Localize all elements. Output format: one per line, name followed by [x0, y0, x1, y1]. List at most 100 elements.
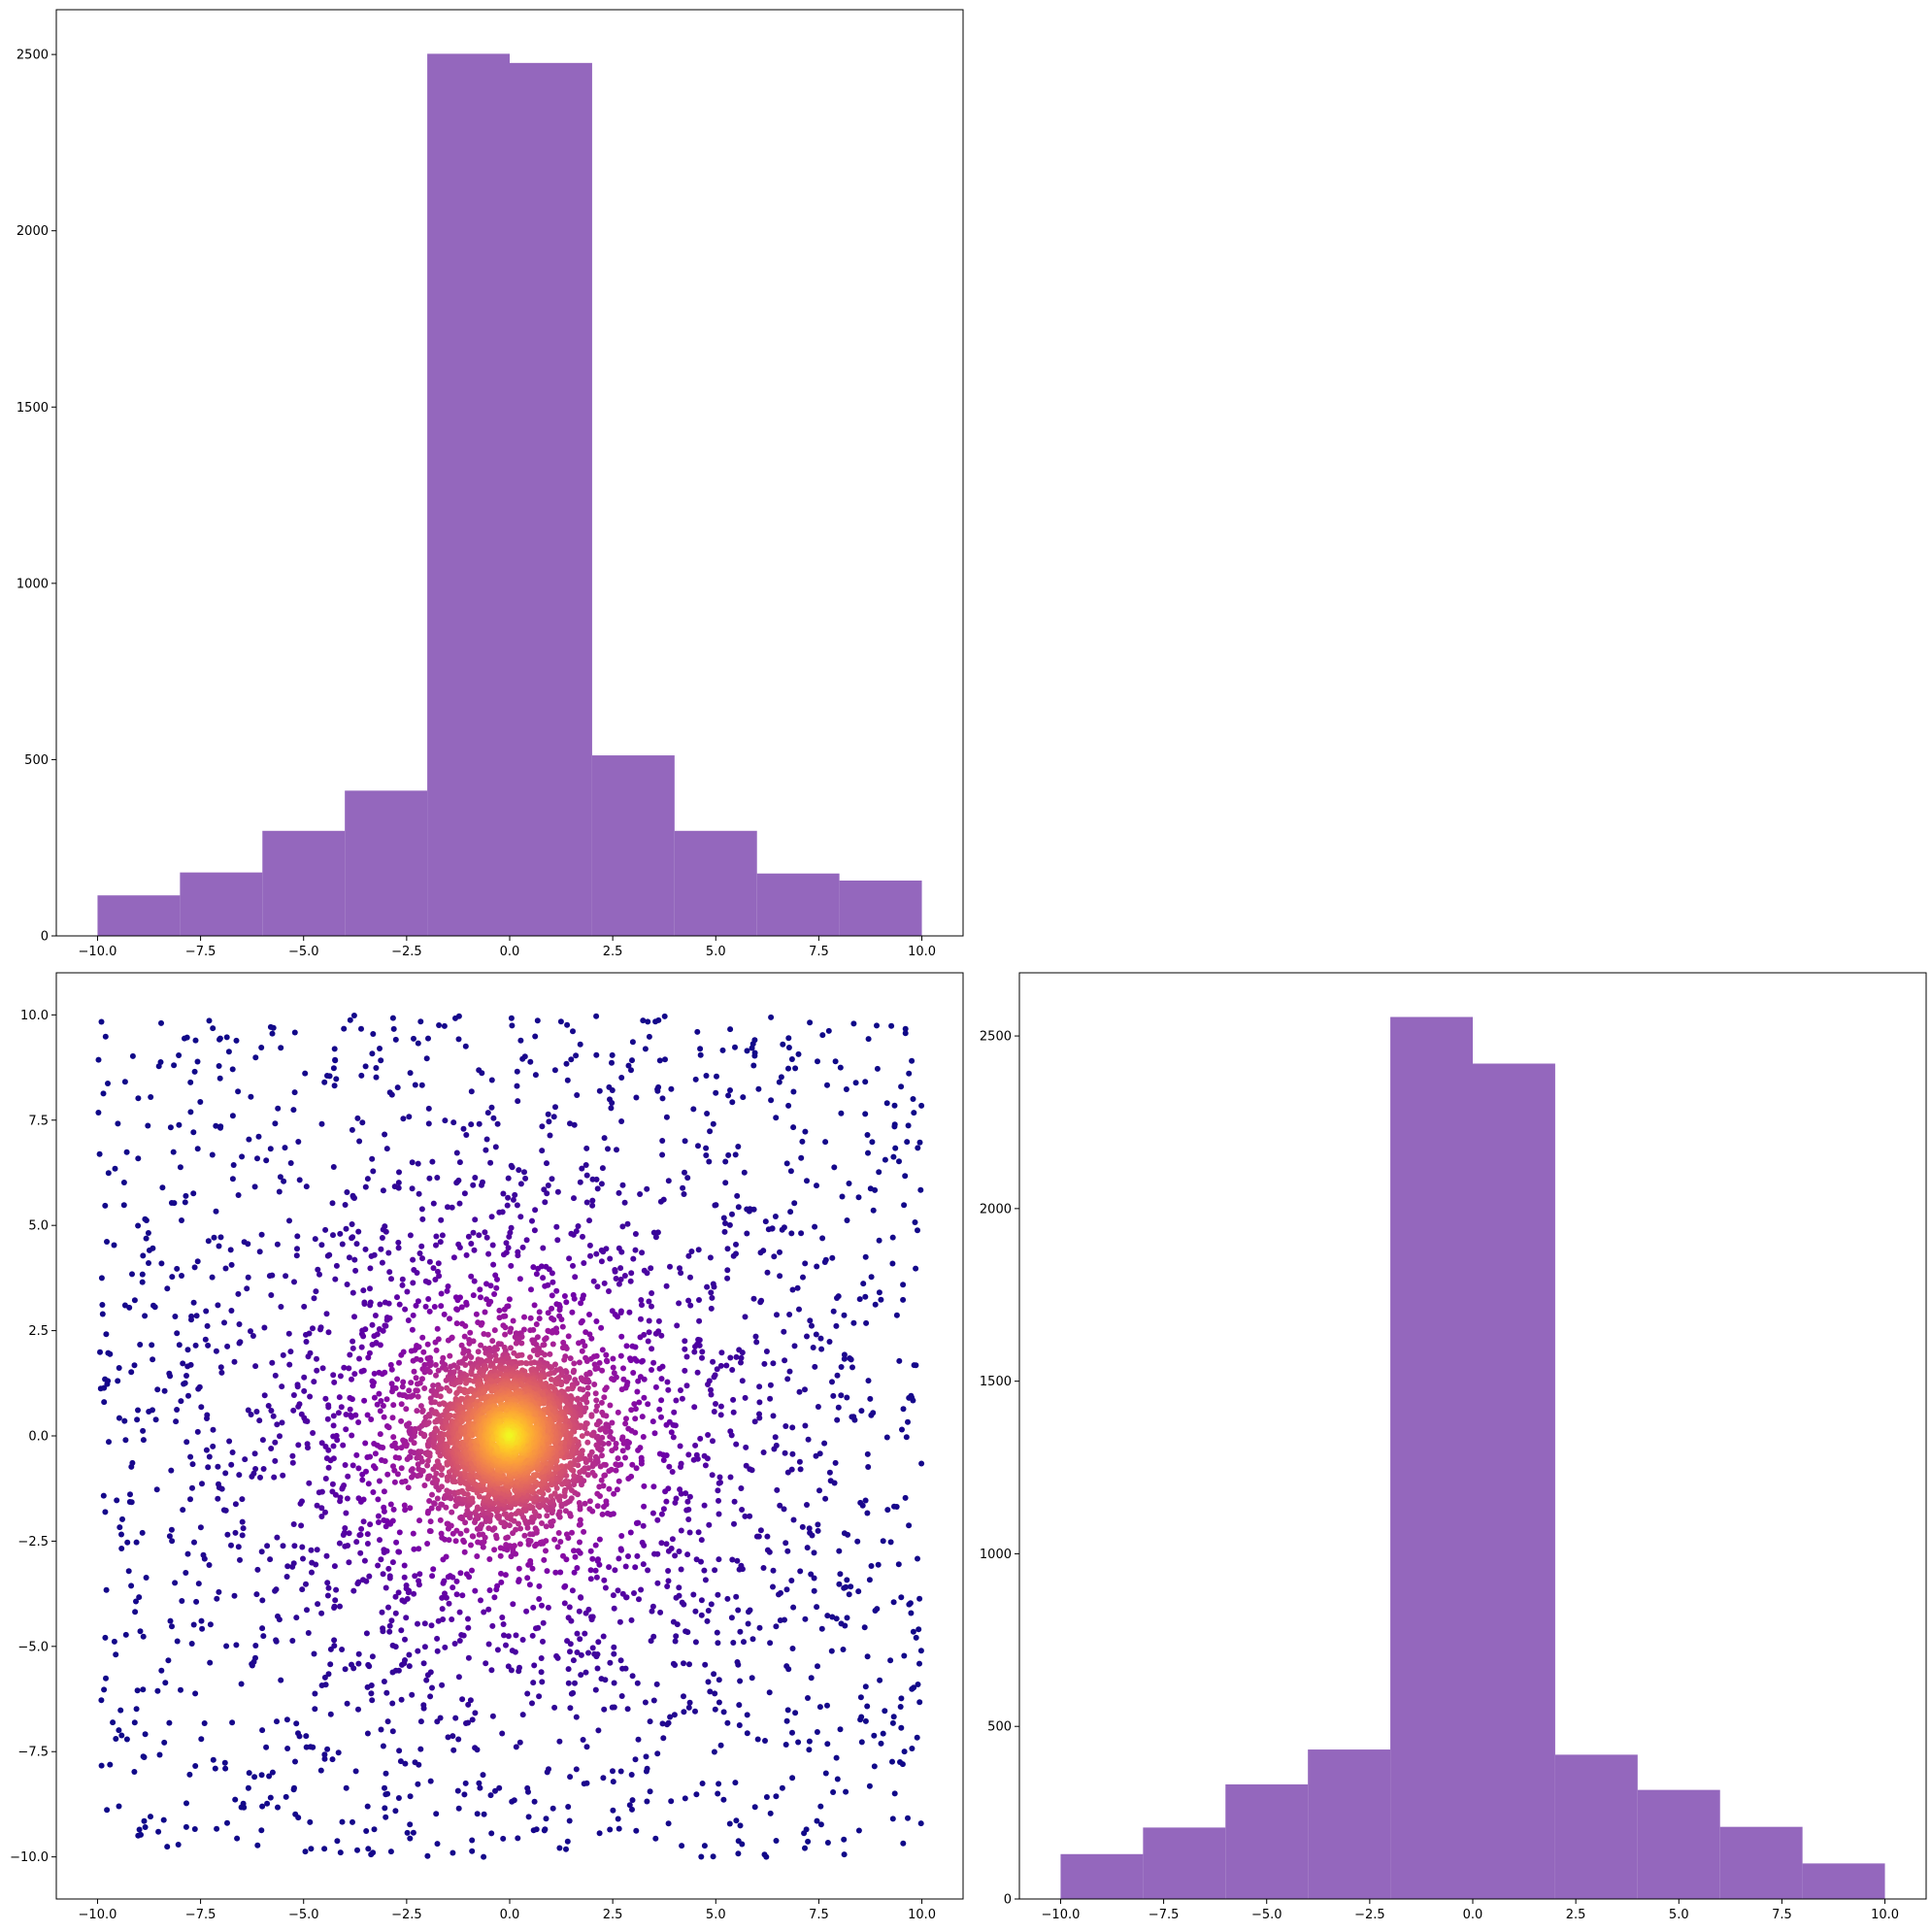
scatter-point — [437, 1239, 444, 1246]
scatter-point — [145, 1230, 151, 1236]
scatter-point — [330, 1232, 336, 1239]
scatter-point — [514, 1202, 520, 1209]
scatter-point — [786, 1312, 793, 1317]
scatter-point — [154, 1386, 161, 1393]
scatter-point — [296, 1177, 303, 1183]
scatter-point — [322, 1682, 329, 1688]
scatter-point — [596, 1536, 603, 1543]
scatter-point — [261, 1392, 268, 1399]
scatter-point — [591, 1382, 598, 1387]
scatter-point — [359, 1119, 366, 1126]
scatter-point — [188, 1641, 195, 1647]
scatter-point — [452, 1015, 458, 1021]
scatter-point — [378, 1246, 384, 1252]
scatter-point — [465, 1616, 471, 1622]
scatter-point — [274, 1718, 280, 1725]
scatter-point — [166, 1533, 173, 1540]
scatter-point — [524, 1784, 531, 1791]
scatter-point — [796, 1458, 803, 1465]
scatter-point — [592, 1567, 599, 1574]
scatter-point — [673, 1397, 680, 1404]
scatter-point — [864, 1653, 871, 1660]
scatter-point — [648, 1265, 654, 1272]
scatter-point — [183, 1823, 189, 1830]
scatter-point — [902, 1494, 909, 1501]
scatter-point — [284, 1746, 291, 1751]
scatter-point — [120, 1202, 127, 1209]
scatter-point — [643, 1753, 649, 1760]
scatter-point — [655, 1317, 662, 1324]
scatter-point — [368, 1682, 375, 1688]
scatter-point — [601, 1706, 608, 1713]
scatter-point — [129, 1459, 136, 1466]
scatter-point — [307, 1393, 314, 1400]
scatter-point — [339, 1647, 346, 1652]
scatter-point — [692, 1608, 699, 1615]
scatter-point — [583, 1358, 590, 1364]
scatter-point — [327, 1711, 334, 1717]
scatter-point — [589, 1469, 596, 1476]
scatter-point — [806, 1738, 813, 1745]
scatter-point — [691, 1404, 698, 1411]
scatter-point — [307, 1818, 314, 1825]
scatter-point — [770, 1567, 777, 1574]
scatter-point — [165, 1657, 172, 1664]
scatter-point — [497, 1552, 504, 1559]
scatter-point — [616, 1555, 622, 1562]
scatter-point — [200, 1551, 207, 1558]
scatter-point — [580, 1396, 586, 1403]
scatter-point — [390, 1025, 397, 1032]
scatter-point — [726, 1221, 733, 1228]
scatter-point — [300, 1555, 306, 1562]
scatter-point — [692, 1076, 699, 1083]
scatter-point — [799, 1523, 806, 1530]
scatter-point — [444, 1287, 450, 1294]
scatter-point — [877, 1677, 883, 1683]
scatter-point — [582, 1343, 588, 1349]
scatter-point — [670, 1618, 677, 1625]
scatter-point — [258, 1231, 265, 1238]
scatter-point — [410, 1256, 416, 1263]
scatter-point — [891, 1503, 897, 1510]
scatter-point — [457, 1530, 464, 1537]
scatter-point — [146, 1260, 151, 1266]
scatter-point — [355, 1579, 362, 1585]
scatter-point — [549, 1279, 556, 1285]
scatter-point — [733, 1353, 740, 1360]
scatter-point — [531, 1662, 538, 1669]
scatter-point — [577, 1401, 583, 1408]
scatter-point — [807, 1019, 814, 1026]
scatter-point — [814, 1817, 820, 1824]
scatter-point — [294, 1233, 301, 1240]
scatter-point — [190, 1129, 197, 1136]
scatter-point — [551, 1704, 558, 1711]
scatter-point — [702, 1661, 709, 1668]
scatter-point — [485, 1301, 492, 1308]
scatter-point — [424, 1541, 431, 1547]
scatter-point — [549, 1805, 556, 1812]
scatter-point — [678, 1490, 684, 1497]
scatter-point — [830, 1392, 837, 1399]
scatter-point — [478, 1342, 484, 1349]
scatter-point — [808, 1571, 815, 1578]
scatter-point — [834, 1416, 841, 1423]
scatter-point — [569, 1587, 576, 1594]
scatter-point — [785, 1102, 792, 1109]
scatter-point — [325, 1584, 332, 1591]
scatter-point — [459, 1487, 465, 1494]
scatter-point — [253, 1409, 260, 1415]
scatter-point — [824, 1082, 830, 1088]
scatter-point — [650, 1697, 657, 1704]
scatter-point — [580, 1295, 586, 1302]
scatter-point — [229, 1066, 236, 1073]
scatter-point — [439, 1594, 446, 1601]
scatter-point — [470, 1229, 477, 1236]
scatter-point — [184, 1347, 191, 1353]
scatter-point — [252, 1466, 259, 1472]
scatter-point — [260, 1633, 267, 1640]
scatter-point — [824, 1840, 831, 1846]
scatter-point — [833, 1322, 840, 1329]
scatter-point — [738, 1562, 745, 1569]
scatter-point — [580, 1233, 585, 1240]
scatter-point — [363, 1578, 370, 1584]
